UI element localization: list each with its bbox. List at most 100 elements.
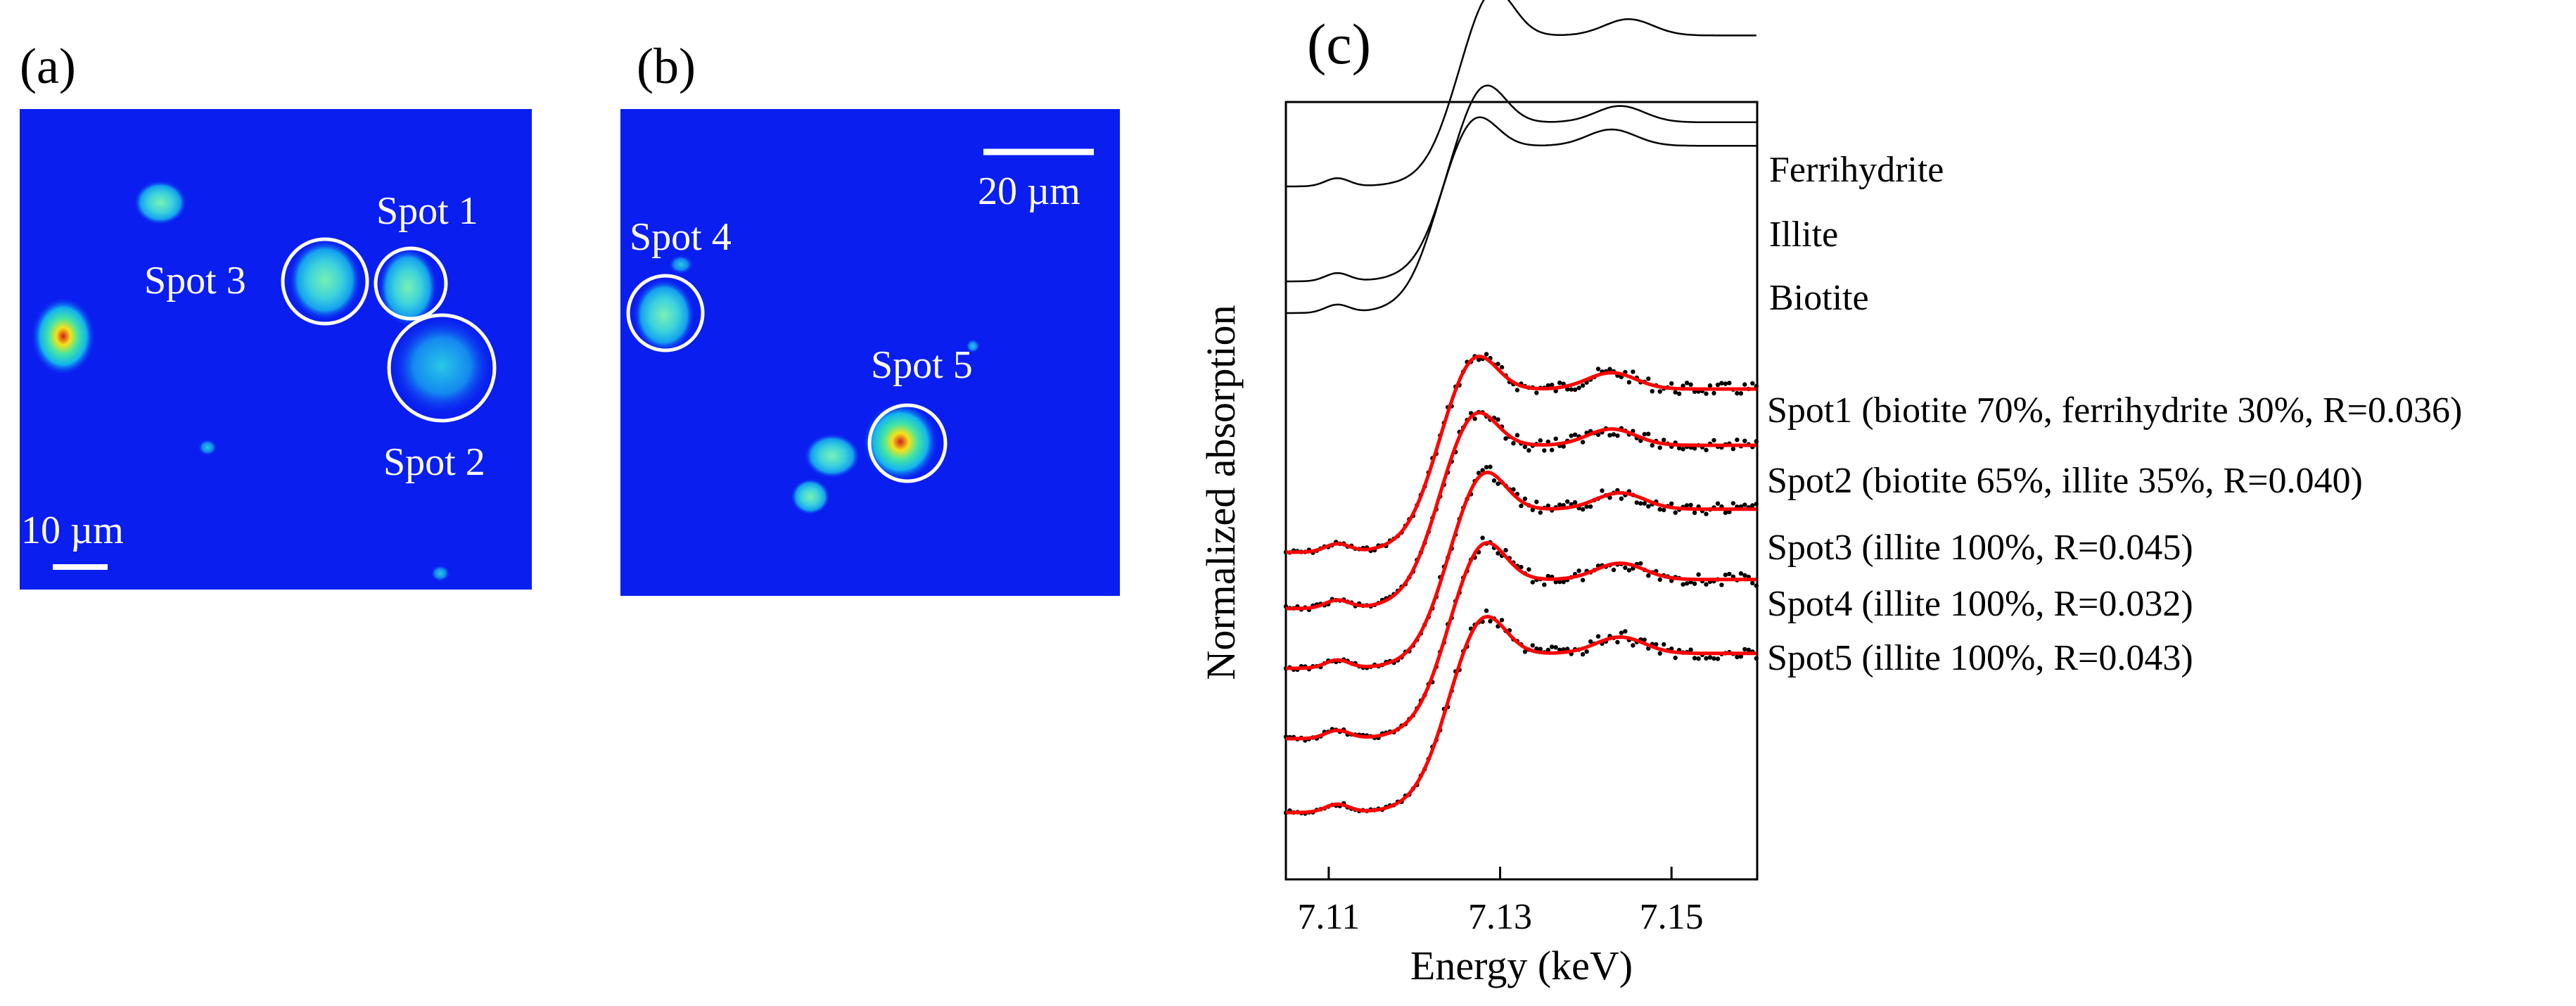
sample-labels: Spot1 (biotite 70%, ferrihydrite 30%, R=… <box>1767 390 2462 678</box>
data-point <box>1542 582 1547 587</box>
data-point <box>1657 507 1662 512</box>
data-point <box>1723 573 1728 578</box>
x-axis-label: Energy (keV) <box>1410 943 1633 988</box>
data-point <box>1654 642 1659 647</box>
hotspot <box>31 297 96 376</box>
data-point <box>1696 572 1701 577</box>
data-point <box>1572 499 1578 505</box>
data-point <box>1565 387 1570 392</box>
hotspot <box>288 239 362 321</box>
data-point <box>1626 568 1632 573</box>
data-points-spot4 <box>1283 535 1759 743</box>
data-point <box>1707 655 1713 660</box>
hotspot <box>804 433 860 478</box>
panel-a-label: (a) <box>20 38 76 94</box>
data-point <box>1522 445 1528 450</box>
data-point <box>1750 381 1755 386</box>
data-point <box>1526 567 1531 572</box>
fit-line-spot5 <box>1286 615 1756 815</box>
data-point <box>1657 445 1662 450</box>
data-point <box>1511 487 1516 492</box>
fit-line-spot2 <box>1286 411 1756 611</box>
reference-labels: Ferrihydrite Illite Biotite <box>1769 150 1944 318</box>
data-point <box>1634 500 1639 505</box>
data-point <box>1657 651 1662 656</box>
y-axis-label: Normalized absorption <box>1198 305 1244 680</box>
data-point <box>1534 390 1539 395</box>
data-point <box>1662 642 1666 647</box>
data-point <box>1488 618 1493 624</box>
data-point <box>1557 502 1562 507</box>
data-point <box>1673 390 1678 395</box>
data-point <box>1692 656 1697 661</box>
reference-label: Biotite <box>1769 278 1869 318</box>
sample-label: Spot2 (biotite 65%, illite 35%, R=0.040) <box>1767 461 2363 501</box>
data-point <box>1611 567 1617 573</box>
data-point <box>1688 647 1693 652</box>
data-point <box>1580 440 1586 445</box>
data-point <box>1522 649 1528 654</box>
data-point <box>1681 383 1685 388</box>
data-point <box>1550 644 1555 649</box>
data-point <box>1600 488 1605 493</box>
data-point <box>1754 656 1759 661</box>
data-point <box>1580 651 1586 657</box>
reference-line-ferrihydrite <box>1286 0 1756 188</box>
spot-5-label: Spot 5 <box>871 343 973 387</box>
data-point <box>1572 387 1578 393</box>
data-point <box>1735 438 1740 442</box>
x-ticks: 7.11 7.13 7.15 <box>1297 867 1704 937</box>
data-point <box>1519 503 1524 509</box>
data-point <box>1662 507 1666 513</box>
panel-b-hotspots <box>633 255 980 515</box>
data-point <box>1580 507 1586 512</box>
fit-line-spot4 <box>1286 541 1756 741</box>
data-point <box>1638 501 1643 506</box>
data-points-spot5 <box>1283 608 1759 816</box>
spot-2-label: Spot 2 <box>383 440 485 484</box>
data-point <box>1711 656 1716 661</box>
data-point <box>1545 439 1550 445</box>
data-point <box>1519 564 1524 570</box>
reference-line-illite <box>1286 84 1756 283</box>
data-point <box>1491 478 1497 483</box>
panel-a: (a) Spot 1 Spot 2 Spot 3 10 µm <box>20 38 532 590</box>
data-point <box>1650 389 1654 394</box>
data-point <box>1499 618 1505 623</box>
data-point <box>1576 386 1581 390</box>
data-point <box>1584 504 1589 509</box>
data-point <box>1472 416 1477 421</box>
data-point <box>1723 381 1728 386</box>
spot-1-label: Spot 1 <box>376 189 478 233</box>
reference-label: Illite <box>1769 215 1838 255</box>
data-point <box>1542 448 1547 453</box>
data-point <box>1496 362 1500 367</box>
data-point <box>1607 433 1612 438</box>
data-point <box>1611 432 1617 437</box>
data-point <box>1676 391 1682 396</box>
data-point <box>1704 582 1709 587</box>
data-point <box>1619 496 1624 501</box>
data-point <box>1754 502 1759 507</box>
data-point <box>1550 447 1555 452</box>
data-point <box>1511 440 1516 446</box>
data-point <box>1569 433 1574 438</box>
data-point <box>1550 382 1555 388</box>
data-point <box>1711 438 1716 442</box>
data-point <box>1657 577 1662 582</box>
hotspot <box>390 315 494 416</box>
x-tick-label: 7.15 <box>1640 897 1704 937</box>
x-tick-label: 7.11 <box>1297 897 1360 937</box>
data-point <box>1557 579 1562 585</box>
panel-c-label: (c) <box>1307 12 1371 76</box>
data-point <box>1515 433 1520 438</box>
data-point <box>1626 380 1632 385</box>
data-point <box>1561 580 1566 585</box>
data-point <box>1484 464 1489 470</box>
data-point <box>1553 580 1558 585</box>
panel-c: (c) Ferrihydrite Illite Biotite Spot1 (bio… <box>1198 0 2462 988</box>
panel-a-hotspots <box>31 180 494 582</box>
data-point <box>1623 565 1628 571</box>
data-point <box>1650 442 1654 448</box>
data-point <box>1730 501 1736 506</box>
